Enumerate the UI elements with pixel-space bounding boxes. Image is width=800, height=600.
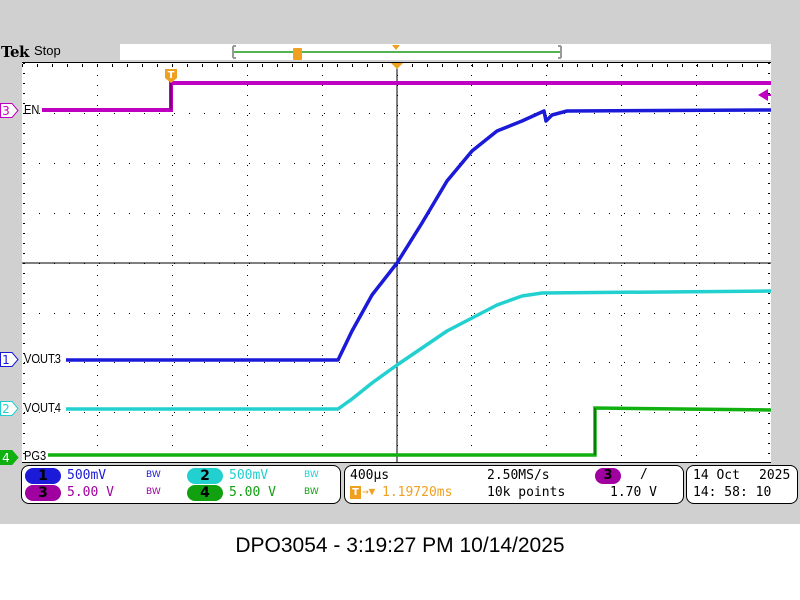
ch1-bandwidth-limit-icon: BW (146, 470, 161, 480)
ch3-marker[interactable]: 3 (0, 103, 19, 118)
ch4-bandwidth-limit-icon: BW (304, 487, 319, 497)
ch1-marker[interactable]: 1 (0, 352, 19, 367)
ch3-bandwidth-limit-icon: BW (146, 487, 161, 497)
trigger-delay[interactable]: 1.19720ms (382, 485, 453, 500)
trigger-position-icon: T (350, 486, 361, 499)
svg-text:3: 3 (2, 104, 10, 118)
ch1-scale[interactable]: 500mV (67, 468, 107, 483)
trigger-source-badge[interactable]: 3 (595, 468, 621, 484)
capture-caption: DPO3054 - 3:19:27 PM 10/14/2025 (235, 534, 565, 557)
svg-text:4: 4 (2, 451, 10, 465)
rising-edge-icon: / (640, 467, 648, 482)
ch1-badge[interactable]: 1 (25, 468, 61, 484)
ch1-vout3-trace (66, 108, 771, 362)
datetime-panel: 14 Oct 2025 14: 58: 10 (686, 465, 798, 504)
ch2-scale[interactable]: 500mV (229, 468, 269, 483)
graticule: T (22, 63, 771, 462)
trigger-level[interactable]: 1.70 V (610, 485, 657, 500)
ch1-label: VOUT3 (24, 351, 61, 366)
ch2-vout4-trace (66, 289, 771, 411)
ch3-en-trace (42, 81, 771, 112)
expansion-point-marker (392, 45, 400, 50)
brand-logo: Tek (1, 43, 29, 61)
vertical-settings-panel[interactable]: 1 500mV BW 2 500mV BW 3 5.00 V BW 4 5.00… (21, 465, 341, 504)
ch2-badge[interactable]: 2 (187, 468, 223, 484)
ch4-marker[interactable]: 4 (0, 450, 19, 465)
year: 2025 (759, 468, 791, 483)
horizontal-scale[interactable]: 400µs (350, 468, 390, 483)
ch3-label: EN (24, 102, 40, 117)
ch2-label: VOUT4 (24, 400, 61, 415)
trigger-position-marker (293, 48, 302, 60)
arrow-right-icon: →▼ (362, 485, 376, 498)
ch2-marker[interactable]: 2 (0, 401, 19, 416)
date: 14 Oct (693, 468, 740, 483)
ch4-badge[interactable]: 4 (187, 485, 223, 501)
waveform-display[interactable]: T (22, 62, 771, 463)
record-view-indicator (232, 45, 562, 60)
ch4-label: PG3 (24, 448, 47, 463)
trigger-level-marker (758, 89, 768, 101)
record-view-bar[interactable] (120, 44, 771, 60)
trigger-t-marker: T (165, 69, 177, 83)
ch3-badge[interactable]: 3 (25, 485, 61, 501)
acquisition-state[interactable]: Stop (34, 43, 61, 58)
ch4-scale[interactable]: 5.00 V (229, 485, 276, 500)
svg-text:2: 2 (2, 402, 10, 416)
svg-text:1: 1 (2, 353, 10, 367)
ch3-scale[interactable]: 5.00 V (67, 485, 114, 500)
record-length[interactable]: 10k points (487, 485, 566, 500)
ch4-pg3-trace (48, 406, 771, 457)
svg-text:T: T (168, 70, 175, 81)
sample-rate: 2.50MS/s (487, 468, 550, 483)
horizontal-trigger-panel[interactable]: 400µs 2.50MS/s 3 / T →▼ 1.19720ms 10k po… (344, 465, 684, 504)
ch2-bandwidth-limit-icon: BW (304, 470, 319, 480)
time: 14: 58: 10 (693, 485, 772, 500)
